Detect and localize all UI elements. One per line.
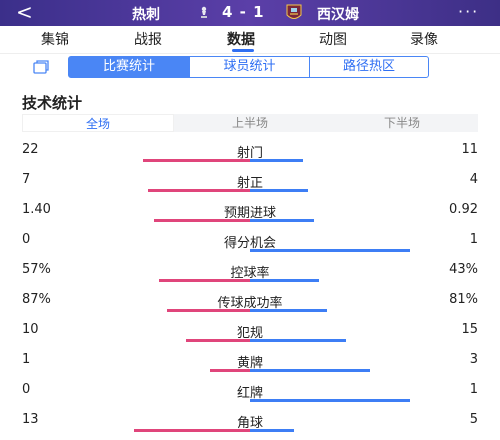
stat-label: 角球 — [236, 416, 263, 431]
away-stat-value: 5 — [469, 412, 478, 427]
away-stat-bar — [250, 339, 346, 342]
home-stat-value: 22 — [22, 142, 39, 157]
away-stat-bar — [250, 429, 294, 432]
stat-label: 红牌 — [236, 386, 263, 401]
tab-report[interactable]: 战报 — [134, 32, 162, 48]
away-stat-bar — [250, 159, 303, 162]
away-stat-value: 81% — [449, 292, 478, 307]
stat-row: 0 红牌 1 — [0, 382, 500, 412]
stat-label: 传球成功率 — [217, 296, 283, 311]
period-tab-first-half[interactable]: 上半场 — [231, 116, 268, 130]
home-stat-value: 7 — [22, 172, 31, 187]
home-stat-value: 0 — [22, 232, 31, 247]
subtab-divider — [309, 57, 310, 77]
home-stat-value: 10 — [22, 322, 39, 337]
period-tab-full[interactable]: 全场 — [22, 114, 174, 132]
stat-label: 黄牌 — [236, 356, 263, 371]
away-stat-bar — [250, 399, 410, 402]
subtab-heat-map[interactable]: 路径热区 — [342, 59, 395, 74]
match-header: < 热刺 4 - 1 西汉姆 ··· — [0, 0, 500, 26]
tab-gifs[interactable]: 动图 — [319, 32, 347, 48]
away-stat-value: 43% — [449, 262, 478, 277]
home-stat-value: 13 — [22, 412, 39, 427]
home-stat-bar — [154, 219, 250, 222]
away-stat-bar — [250, 249, 410, 252]
section-title: 技术统计 — [22, 94, 83, 112]
away-stat-value: 15 — [461, 322, 478, 337]
stat-row: 57% 控球率 43% — [0, 262, 500, 292]
stat-label: 控球率 — [230, 266, 270, 281]
home-stat-bar — [210, 369, 250, 372]
match-score: 4 - 1 — [222, 3, 265, 21]
stat-label: 得分机会 — [223, 236, 276, 251]
away-stat-value: 3 — [469, 352, 478, 367]
away-stat-bar — [250, 279, 319, 282]
away-stat-value: 1 — [469, 382, 478, 397]
chevron-left-icon[interactable]: < — [16, 0, 33, 24]
subtab-match-stats[interactable]: 比赛统计 — [69, 57, 189, 77]
share-card-icon[interactable] — [33, 60, 49, 74]
stat-row: 7 射正 4 — [0, 172, 500, 202]
subtab-player-stats[interactable]: 球员统计 — [223, 59, 276, 74]
stat-label: 预期进球 — [223, 206, 276, 221]
home-team-name: 热刺 — [132, 7, 160, 23]
away-stat-bar — [250, 219, 314, 222]
home-stat-bar — [159, 279, 250, 282]
stats-subtab-group: 比赛统计 球员统计 路径热区 — [68, 56, 429, 78]
away-stat-value: 0.92 — [449, 202, 478, 217]
home-stat-bar — [167, 309, 250, 312]
home-stat-bar — [186, 339, 250, 342]
home-stat-value: 1.40 — [22, 202, 51, 217]
tab-data[interactable]: 数据 — [227, 32, 255, 48]
stat-row: 0 得分机会 1 — [0, 232, 500, 262]
stat-row: 87% 传球成功率 81% — [0, 292, 500, 322]
away-team-crest-icon — [286, 4, 302, 19]
home-stat-value: 87% — [22, 292, 51, 307]
away-stat-bar — [250, 369, 370, 372]
subtab-divider — [189, 57, 190, 77]
home-stat-bar — [134, 429, 250, 432]
away-stat-value: 1 — [469, 232, 478, 247]
stat-row: 10 犯规 15 — [0, 322, 500, 352]
period-tab-second-half[interactable]: 下半场 — [383, 116, 420, 130]
home-stat-value: 57% — [22, 262, 51, 277]
home-stat-bar — [148, 189, 250, 192]
more-dots-icon[interactable]: ··· — [458, 2, 480, 21]
stat-row: 1 黄牌 3 — [0, 352, 500, 382]
away-team-name: 西汉姆 — [317, 7, 359, 23]
tab-replay[interactable]: 录像 — [410, 32, 438, 48]
away-stat-bar — [250, 189, 308, 192]
stat-row: 1.40 预期进球 0.92 — [0, 202, 500, 232]
away-stat-value: 11 — [461, 142, 478, 157]
stat-label: 射门 — [236, 146, 263, 161]
stat-label: 射正 — [236, 176, 263, 191]
away-stat-bar — [250, 309, 327, 312]
home-stat-value: 0 — [22, 382, 31, 397]
away-stat-value: 4 — [469, 172, 478, 187]
stat-row: 22 射门 11 — [0, 142, 500, 172]
period-tab-group: 全场 上半场 下半场 — [22, 114, 478, 132]
home-stat-value: 1 — [22, 352, 31, 367]
main-tab-bar: 集锦 战报 数据 动图 录像 — [0, 26, 500, 52]
active-tab-indicator — [232, 49, 254, 52]
tab-divider — [0, 53, 500, 54]
home-team-crest-icon — [201, 6, 207, 18]
home-stat-bar — [143, 159, 250, 162]
stat-label: 犯规 — [236, 326, 263, 341]
tab-highlights[interactable]: 集锦 — [41, 32, 69, 48]
stat-row: 13 角球 5 — [0, 412, 500, 440]
